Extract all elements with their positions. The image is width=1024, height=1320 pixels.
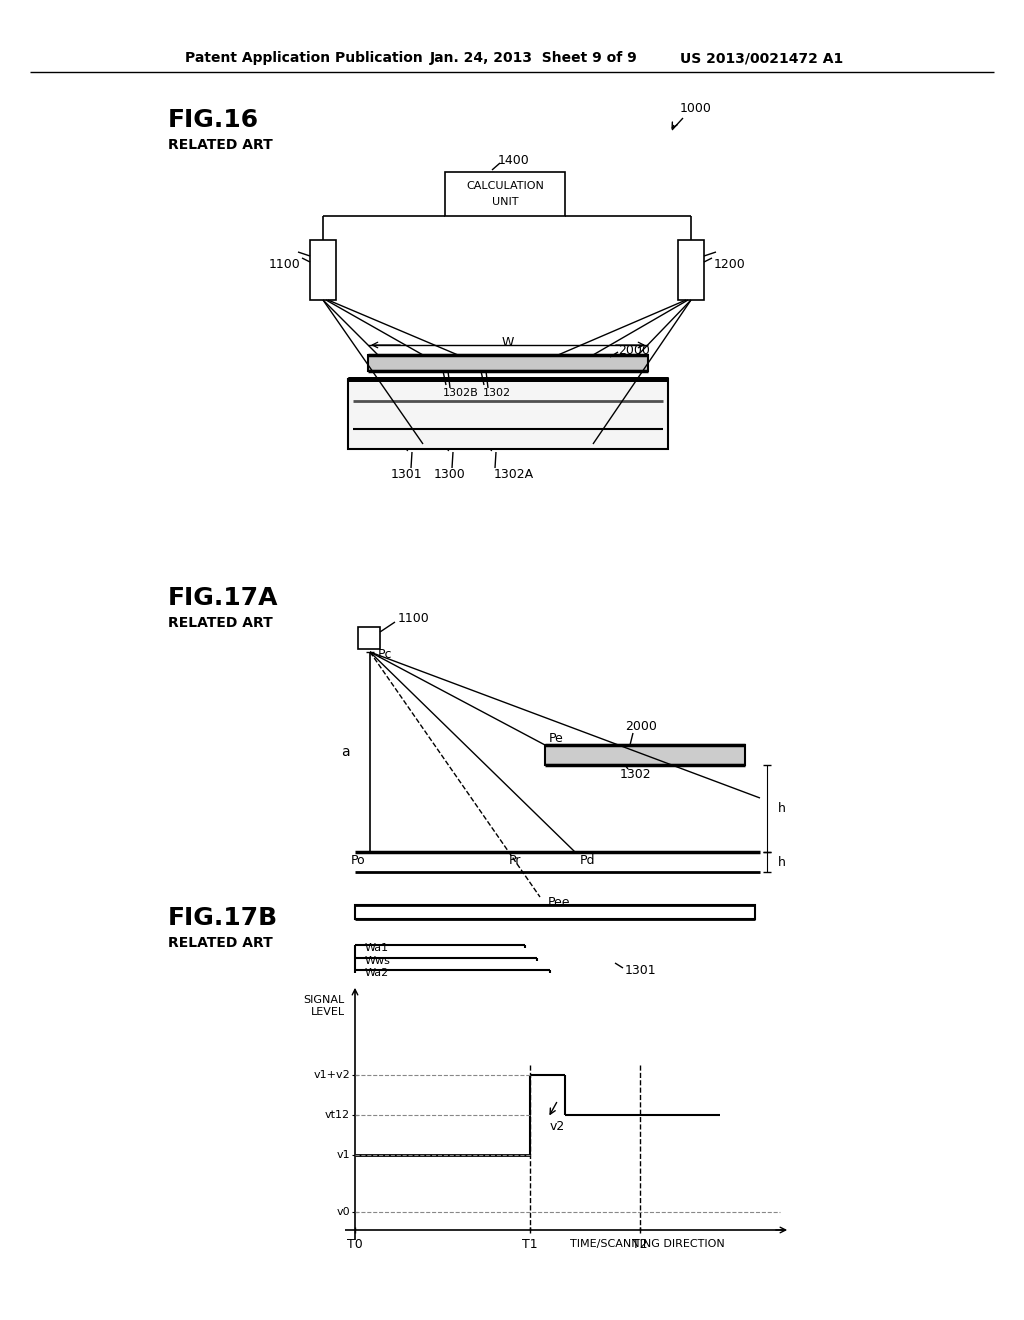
Text: FIG.17B: FIG.17B [168, 906, 279, 931]
Text: v1: v1 [336, 1150, 350, 1160]
Text: Wa1: Wa1 [365, 942, 389, 953]
Text: 1000: 1000 [680, 102, 712, 115]
Text: UNIT: UNIT [492, 197, 518, 207]
Text: RELATED ART: RELATED ART [168, 139, 272, 152]
Text: W: W [502, 337, 514, 350]
Text: Po: Po [350, 854, 365, 866]
Text: RELATED ART: RELATED ART [168, 936, 272, 950]
Text: Pee: Pee [548, 895, 570, 908]
Text: 1400: 1400 [498, 153, 529, 166]
Text: 2000: 2000 [625, 721, 656, 734]
Text: Pr: Pr [509, 854, 521, 866]
Text: 1100: 1100 [398, 612, 430, 626]
Text: v0: v0 [336, 1206, 350, 1217]
Bar [358, 627, 380, 649]
Text: Jan. 24, 2013  Sheet 9 of 9: Jan. 24, 2013 Sheet 9 of 9 [430, 51, 638, 65]
Text: Wws: Wws [365, 956, 391, 966]
Text: h: h [778, 803, 785, 814]
Text: h: h [778, 855, 785, 869]
Text: CALCULATION: CALCULATION [466, 181, 544, 191]
Text: 1302: 1302 [483, 388, 511, 399]
Text: T1: T1 [522, 1238, 538, 1250]
Text: 1301: 1301 [625, 964, 656, 977]
Text: 1200: 1200 [714, 259, 745, 272]
Text: 1100: 1100 [268, 259, 300, 272]
Text: a: a [341, 744, 350, 759]
Text: 2000: 2000 [618, 343, 650, 356]
Text: Pc: Pc [378, 648, 392, 660]
Bar [355, 906, 755, 919]
Text: TIME/SCANNING DIRECTION: TIME/SCANNING DIRECTION [570, 1239, 725, 1249]
Text: v1+v2: v1+v2 [313, 1071, 350, 1080]
Bar [368, 355, 648, 371]
Text: Wa2: Wa2 [365, 968, 389, 978]
Bar [348, 379, 668, 449]
Text: Pd: Pd [580, 854, 596, 866]
Text: 1301: 1301 [390, 467, 422, 480]
Bar [445, 172, 565, 216]
Text: LEVEL: LEVEL [311, 1007, 345, 1016]
Bar [545, 744, 745, 766]
Text: FIG.16: FIG.16 [168, 108, 259, 132]
Text: SIGNAL: SIGNAL [304, 995, 345, 1005]
Text: Patent Application Publication: Patent Application Publication [185, 51, 423, 65]
Text: T2: T2 [632, 1238, 648, 1250]
Bar [310, 240, 336, 300]
Text: 1300: 1300 [434, 467, 466, 480]
Text: 1302A: 1302A [494, 467, 535, 480]
Text: 1302B: 1302B [443, 388, 479, 399]
Text: T0: T0 [347, 1238, 362, 1250]
Text: 1302: 1302 [620, 768, 651, 781]
Text: vt12: vt12 [325, 1110, 350, 1119]
Text: Pe: Pe [549, 731, 564, 744]
Bar [678, 240, 705, 300]
Text: RELATED ART: RELATED ART [168, 616, 272, 630]
Text: FIG.17A: FIG.17A [168, 586, 279, 610]
Text: US 2013/0021472 A1: US 2013/0021472 A1 [680, 51, 843, 65]
Text: v2: v2 [550, 1121, 565, 1134]
